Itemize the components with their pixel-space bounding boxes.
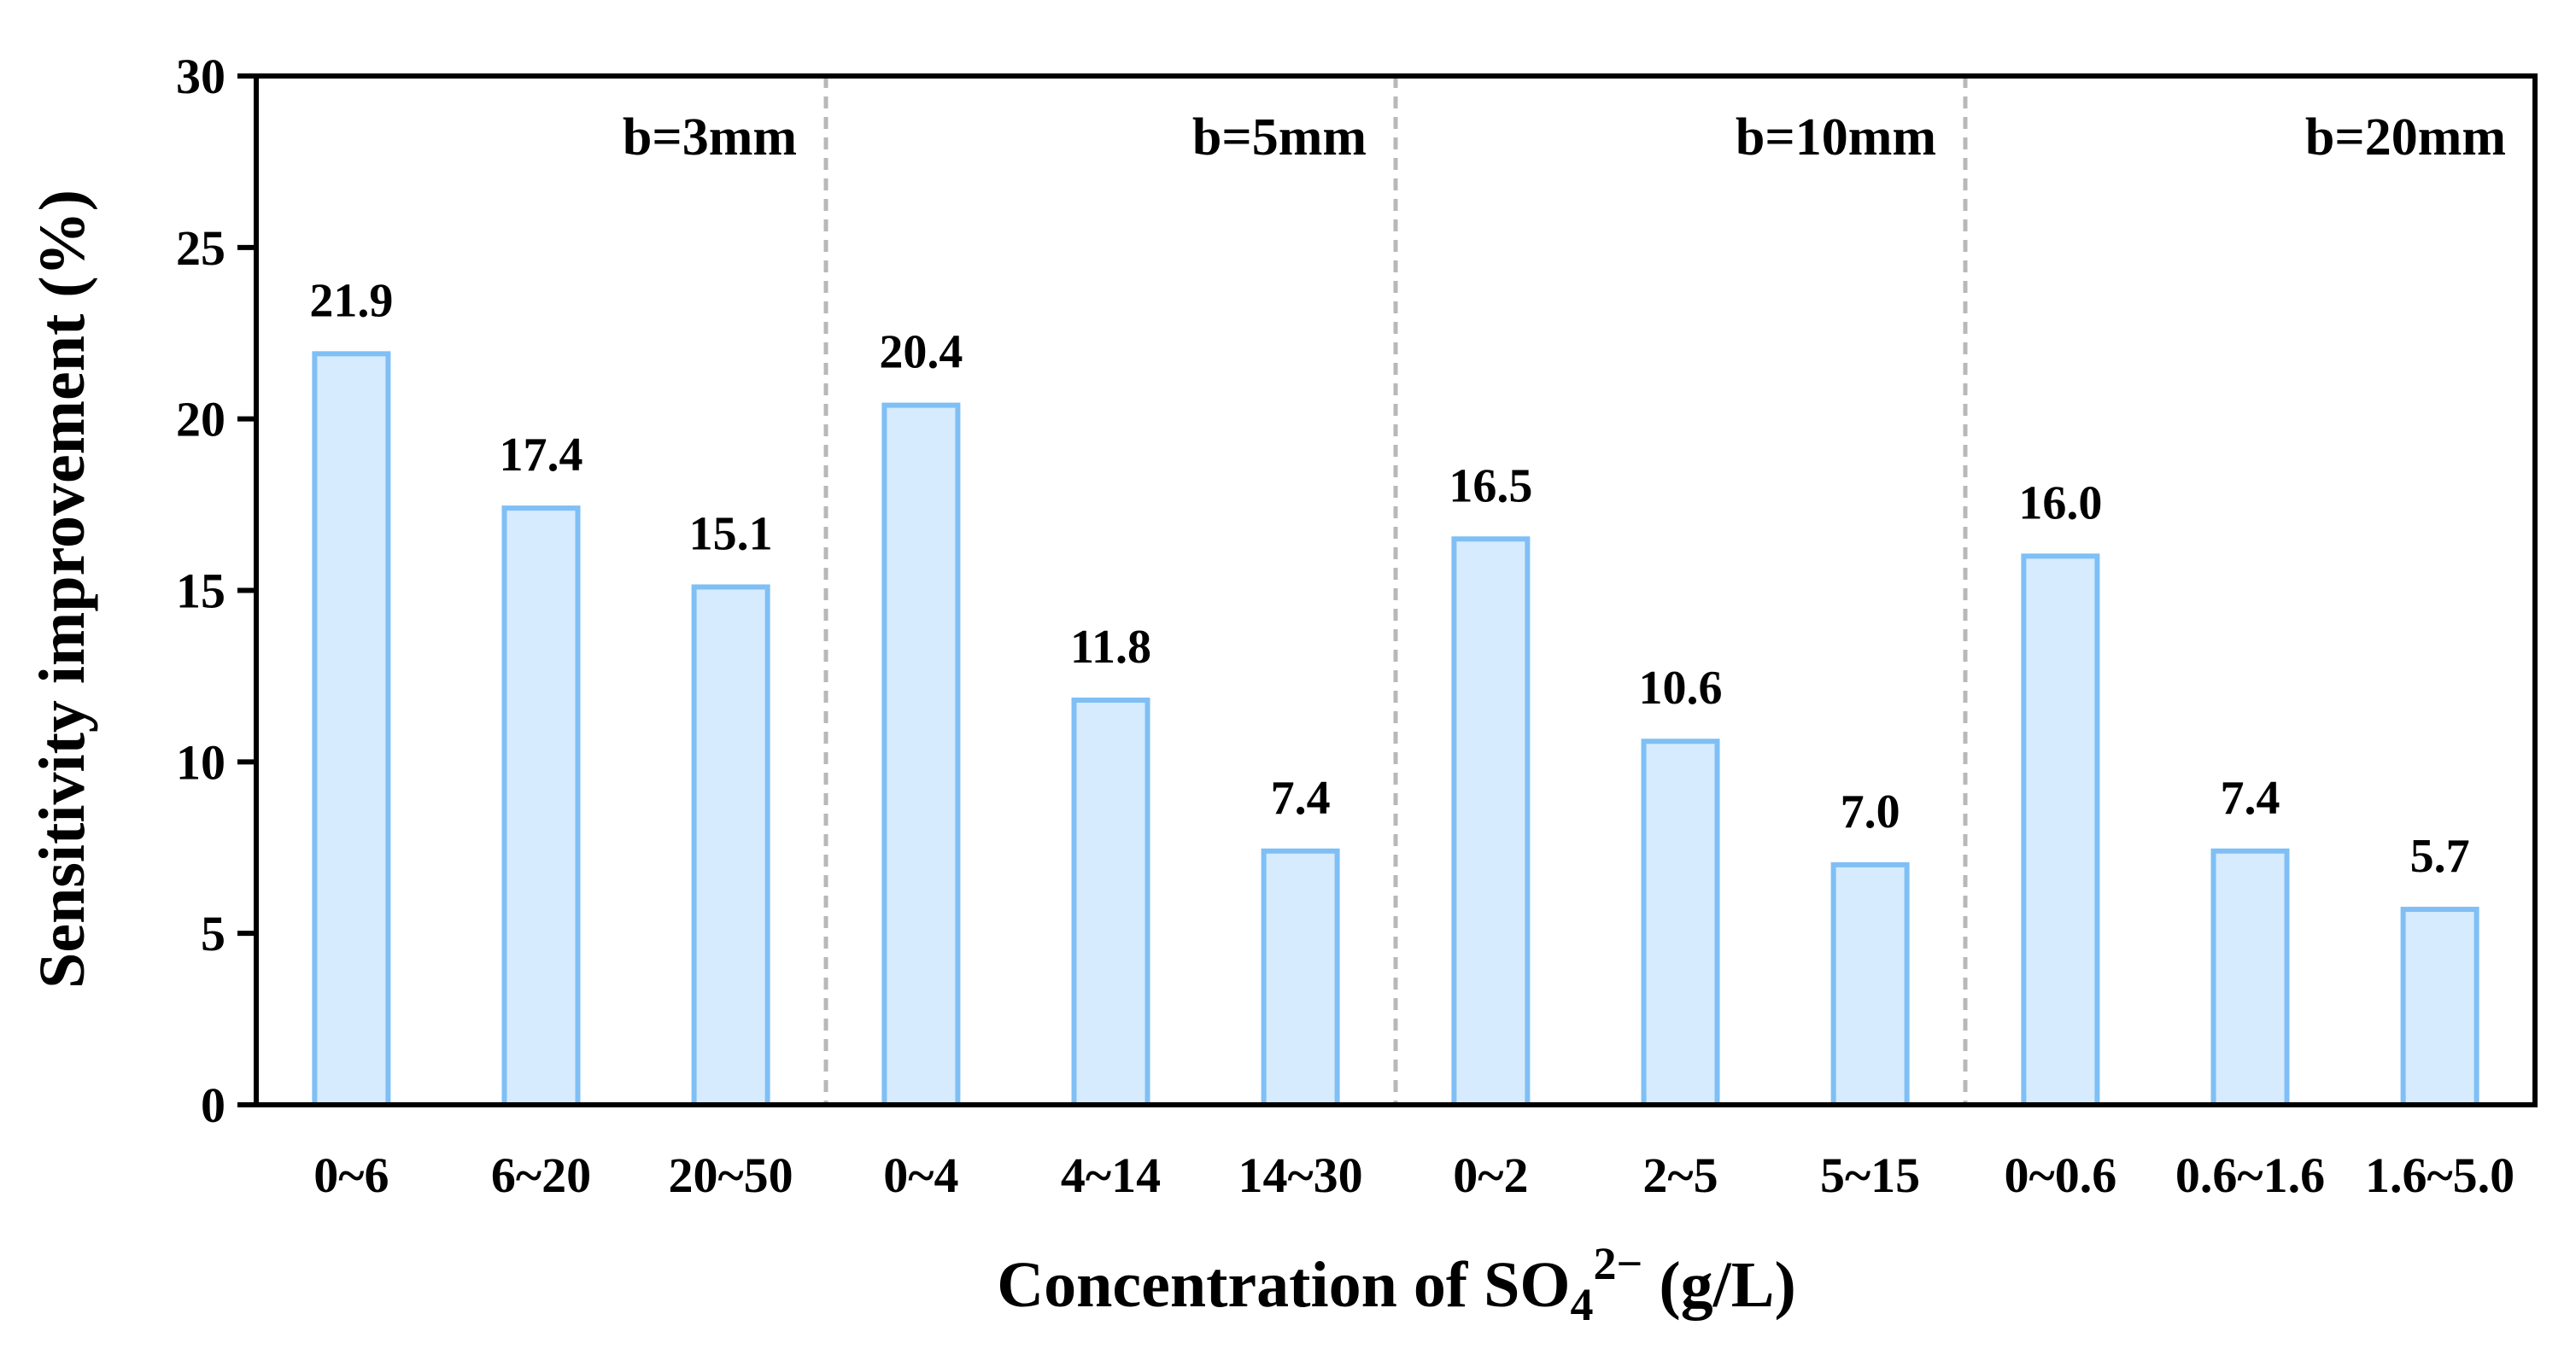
panel-label-1: b=5mm <box>1192 108 1367 166</box>
plot-frame <box>254 73 2538 1107</box>
bar-3-2 <box>2400 907 2479 1108</box>
panel-label-0: b=3mm <box>623 108 797 166</box>
y-axis: 0 5 10 15 20 25 30 <box>176 49 256 1133</box>
y-tick-label-6: 30 <box>176 49 225 104</box>
data-label-1-2: 7.4 <box>1271 772 1331 825</box>
x-tick-label-2-2: 5~15 <box>1820 1148 1920 1203</box>
x-tick-label-1-1: 4~14 <box>1061 1148 1161 1203</box>
x-tick-label-2-0: 0~2 <box>1453 1148 1528 1203</box>
x-axis-title-subscript: 4 <box>1571 1279 1594 1330</box>
bar-1-1 <box>1071 698 1150 1107</box>
x-axis-title-prefix: Concentration of SO <box>997 1249 1570 1321</box>
panel-label-2: b=10mm <box>1736 108 1936 166</box>
bar-2-1 <box>1641 739 1720 1107</box>
x-axis-title-superscript: 2− <box>1594 1238 1643 1289</box>
x-tick-label-1-2: 14~30 <box>1238 1148 1363 1203</box>
bars <box>312 351 2479 1108</box>
x-tick-label-3-0: 0~0.6 <box>2005 1148 2117 1203</box>
y-tick-label-2: 10 <box>176 734 225 790</box>
panel-labels: b=3mm b=5mm b=10mm b=20mm <box>623 108 2506 166</box>
bar-2-0 <box>1451 536 1531 1107</box>
data-label-0-1: 17.4 <box>500 429 583 482</box>
x-axis: 0~6 6~20 20~50 0~4 4~14 14~30 0~2 2~5 5~15 0~0.6 0… <box>313 1148 2515 1203</box>
data-label-3-0: 16.0 <box>2018 476 2102 529</box>
data-label-3-1: 7.4 <box>2221 772 2280 825</box>
x-axis-title-suffix: (g/L) <box>1642 1249 1795 1321</box>
data-label-1-1: 11.8 <box>1070 621 1151 674</box>
bar-3-1 <box>2210 848 2290 1107</box>
y-tick-label-5: 25 <box>176 220 225 276</box>
y-tick-label-3: 15 <box>176 564 225 619</box>
bar-1-2 <box>1261 848 1340 1107</box>
x-tick-label-0-1: 6~20 <box>491 1148 591 1203</box>
y-tick-label-0: 0 <box>201 1077 225 1133</box>
data-label-0-2: 15.1 <box>689 507 773 560</box>
group-dividers <box>823 76 1968 1105</box>
bar-2-2 <box>1830 861 1910 1107</box>
data-labels: 21.9 17.4 15.1 20.4 11.8 7.4 16.5 10.6 7.0 16.0 7.… <box>309 274 2469 883</box>
data-label-1-0: 20.4 <box>879 326 963 379</box>
bar-0-2 <box>691 584 770 1107</box>
bar-1-0 <box>881 402 961 1108</box>
x-tick-label-3-1: 0.6~1.6 <box>2175 1148 2325 1203</box>
x-tick-label-0-0: 0~6 <box>313 1148 389 1203</box>
x-tick-label-1-0: 0~4 <box>883 1148 958 1203</box>
x-tick-label-2-1: 2~5 <box>1642 1148 1718 1203</box>
panel-label-3: b=20mm <box>2305 108 2506 166</box>
y-tick-label-1: 5 <box>201 906 225 961</box>
data-label-3-2: 5.7 <box>2410 830 2470 883</box>
bar-0-1 <box>501 505 581 1107</box>
bar-3-0 <box>2021 553 2100 1107</box>
bar-0-0 <box>312 351 391 1108</box>
x-tick-label-0-2: 20~50 <box>669 1148 793 1203</box>
data-label-2-1: 10.6 <box>1639 662 1723 715</box>
data-label-2-0: 16.5 <box>1449 459 1532 512</box>
y-axis-title: Sensitivity improvement (%) <box>26 190 98 989</box>
x-tick-label-3-2: 1.6~5.0 <box>2365 1148 2515 1203</box>
data-label-2-2: 7.0 <box>1841 785 1900 838</box>
data-label-0-0: 21.9 <box>309 274 393 327</box>
x-axis-title: Concentration of SO42− (g/L) <box>997 1238 1796 1330</box>
y-tick-label-4: 20 <box>176 392 225 447</box>
